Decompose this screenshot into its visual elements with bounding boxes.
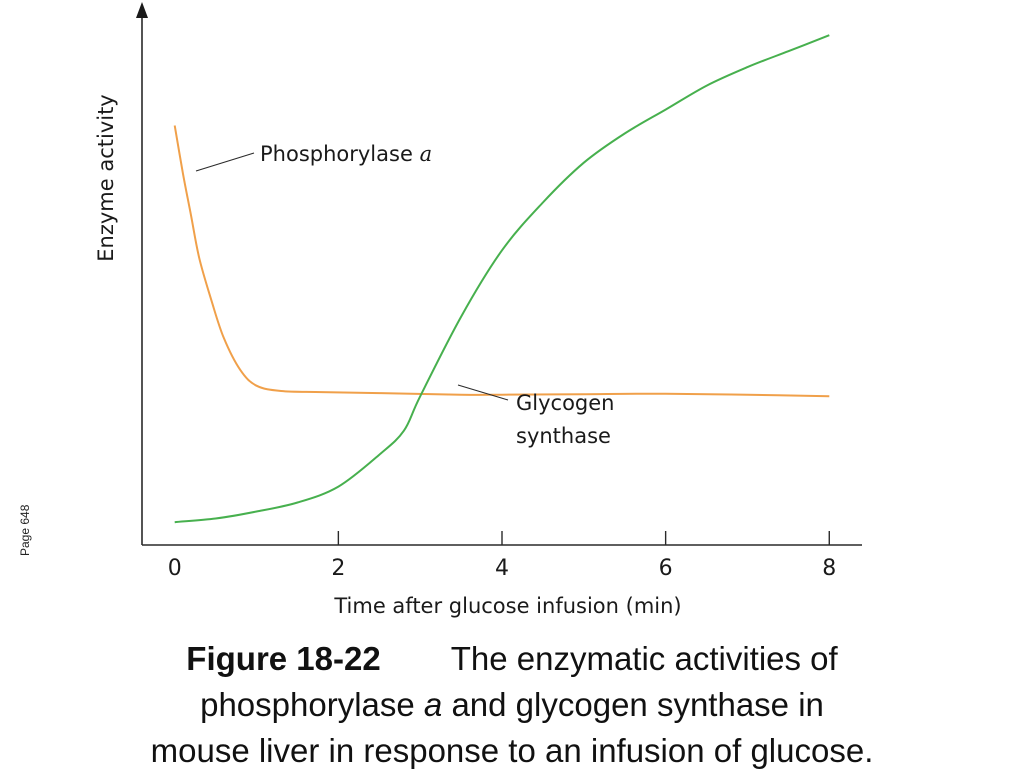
x-ticks: 0 2 4 6 8 [168, 531, 836, 581]
caption-line-2-post: and glycogen synthase in [442, 686, 824, 723]
caption-line-1-text: The enzymatic activities of [450, 640, 838, 677]
glycogen-synthase-label-line2: synthase [516, 424, 611, 448]
chart: 0 2 4 6 8 Enzyme activity Time after glucose… [94, 2, 862, 618]
caption-line-2-italic: a [423, 686, 443, 723]
glycogen-synthase-line [174, 34, 830, 524]
phosphorylase-label-group: Phosphorylase a [195, 142, 432, 172]
glycogen-synthase-label-line1: Glycogen [516, 391, 615, 415]
glycogen-synthase-leader-line [457, 384, 509, 401]
caption-line-1: Figure 18-22 The enzymatic activities of [20, 636, 1004, 682]
figure-caption: Figure 18-22 The enzymatic activities of … [20, 636, 1004, 774]
caption-line-2: phosphorylase a and glycogen synthase in [20, 682, 1004, 728]
x-tick-label: 8 [822, 556, 836, 581]
page-note: Page 648 [18, 504, 32, 556]
x-axis-label: Time after glucose infusion (min) [333, 594, 681, 618]
y-axis-arrow-icon [136, 2, 148, 18]
caption-line-2-pre: phosphorylase [200, 686, 424, 723]
phosphorylase-label-main: Phosphorylase [260, 142, 420, 166]
phosphorylase-label-italic: a [420, 142, 433, 166]
phosphorylase-label: Phosphorylase a [260, 142, 432, 166]
y-axis [136, 2, 148, 545]
phosphorylase-a-line [173, 125, 830, 398]
x-tick-label: 6 [659, 556, 673, 581]
caption-line-3: mouse liver in response to an infusion o… [150, 732, 874, 769]
x-tick-label: 2 [331, 556, 345, 581]
x-tick-label: 4 [495, 556, 509, 581]
glycogen-synthase-label-group: Glycogen synthase [457, 384, 615, 448]
series-layer [173, 34, 830, 524]
phosphorylase-leader-line [195, 152, 255, 172]
figure-number: Figure 18-22 [186, 640, 381, 677]
y-axis-label: Enzyme activity [94, 94, 118, 262]
x-tick-label: 0 [168, 556, 182, 581]
